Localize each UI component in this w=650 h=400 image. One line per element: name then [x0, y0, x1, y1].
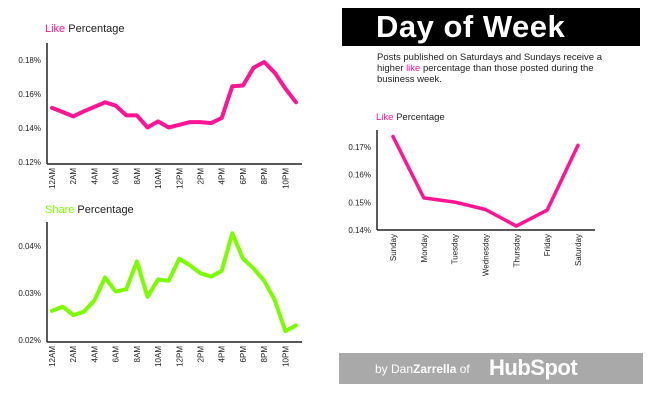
y-tick-label: 0.12%: [18, 158, 41, 167]
y-tick-label: 0.03%: [18, 289, 41, 298]
x-tick-label: Thursday: [512, 234, 521, 267]
y-tick-label: 0.02%: [18, 336, 41, 345]
x-tick-label: 10PM: [281, 168, 290, 189]
x-tick-label: 12AM: [48, 168, 57, 189]
x-tick-label: 8PM: [260, 346, 269, 363]
by-text: by Dan: [375, 362, 414, 376]
hubspot-logo: HubSpot: [489, 355, 578, 380]
hourly-like-chart: 0.12% 0.14% 0.16% 0.18% 12AM 2AM 4AM 6AM 8AM 10AM…: [18, 43, 302, 189]
x-tick-label: Saturday: [574, 234, 583, 266]
y-tick-label: 0.14%: [348, 226, 371, 235]
title-rest: Percentage: [65, 23, 125, 35]
x-tick-label: 8AM: [133, 346, 142, 363]
title-rest: Percentage: [393, 112, 445, 123]
x-tick-label: 6PM: [239, 168, 248, 185]
x-tick-label: Tuesday: [451, 234, 460, 264]
x-tick-label: 6AM: [112, 168, 121, 185]
x-tick-label: 2AM: [69, 346, 78, 363]
y-tick-label: 0.17%: [348, 143, 371, 152]
desc-text: Posts published on Saturdays and Sundays…: [377, 52, 602, 74]
x-tick-label: 2AM: [69, 168, 78, 185]
author-name: Zarrella: [413, 362, 457, 376]
x-tick-label: Friday: [543, 234, 552, 256]
desc-highlight: like: [406, 63, 421, 74]
title-highlight: Like: [376, 112, 394, 123]
y-tick-label: 0.16%: [18, 90, 41, 99]
title-highlight: Share: [45, 204, 75, 216]
x-tick-label: 10AM: [154, 168, 163, 189]
credit-footer: by DanZarrella of HubSpot: [339, 353, 643, 384]
x-tick-label: 4PM: [218, 346, 227, 363]
page-title: Day of Week: [376, 9, 566, 44]
y-tick-label: 0.15%: [348, 198, 371, 207]
x-tick-label: 10AM: [154, 346, 163, 367]
hourly-share-title: Share Percentage: [45, 204, 134, 216]
x-tick-label: 4AM: [90, 346, 99, 363]
x-tick-label: 12AM: [48, 346, 57, 367]
of-text: of: [456, 362, 470, 376]
x-tick-label: Monday: [420, 234, 429, 262]
description: Posts published on Saturdays and Sundays…: [377, 52, 617, 85]
weekday-like-title: Like Percentage: [376, 112, 445, 123]
x-tick-label: 6PM: [239, 346, 248, 363]
x-tick-label: 2PM: [197, 346, 206, 363]
weekday-like-series-line: [391, 134, 580, 228]
author-credit: by DanZarrella of: [375, 362, 470, 376]
x-tick-label: 12PM: [175, 168, 184, 189]
hourly-like-title: Like Percentage: [45, 23, 125, 35]
x-tick-label: 8PM: [260, 168, 269, 185]
y-tick-label: 0.16%: [348, 171, 371, 180]
x-tick-label: 12PM: [175, 346, 184, 367]
title-highlight: Like: [45, 23, 66, 35]
y-tick-label: 0.14%: [18, 124, 41, 133]
x-tick-label: Wednesday: [482, 234, 491, 276]
x-tick-label: 2PM: [197, 168, 206, 185]
hourly-like-series-line: [50, 60, 298, 130]
y-tick-label: 0.18%: [18, 56, 41, 65]
hourly-share-series-line: [50, 231, 298, 334]
x-tick-label: Sunday: [389, 234, 398, 261]
y-tick-label: 0.04%: [18, 242, 41, 251]
weekday-like-chart: 0.14% 0.15% 0.16% 0.17% Sunday Monday Tuesday W…: [348, 130, 595, 276]
x-tick-label: 6AM: [112, 346, 121, 363]
x-tick-label: 4AM: [90, 168, 99, 185]
x-tick-label: 10PM: [281, 346, 290, 367]
x-tick-label: 4PM: [218, 168, 227, 185]
header-banner: Day of Week: [342, 8, 640, 46]
x-tick-label: 8AM: [133, 168, 142, 185]
title-rest: Percentage: [74, 204, 134, 216]
desc-text: percentage than those posted during the …: [377, 63, 594, 85]
hourly-share-chart: 0.02% 0.03% 0.04% 12AM 2AM 4AM 6AM 8AM 10AM 12PM 2…: [18, 222, 302, 367]
